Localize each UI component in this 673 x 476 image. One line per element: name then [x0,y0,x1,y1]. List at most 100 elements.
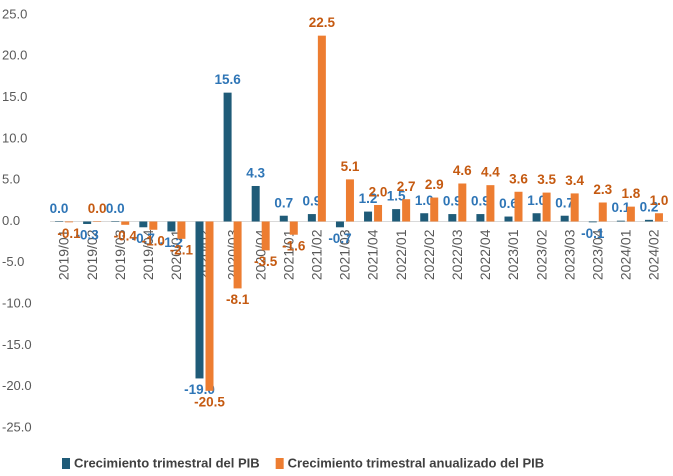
data-label: 0.9 [471,194,490,209]
y-tick-label: 25.0 [2,6,27,21]
data-label: 1.0 [415,193,434,208]
bar [374,204,383,222]
data-label: -0.1 [581,226,605,241]
x-tick-label: 2023/03 [561,229,577,280]
bar [364,211,373,222]
bar [149,221,158,230]
legend-swatch [275,458,284,469]
bar [279,215,288,222]
bar [233,221,242,289]
bar [402,199,411,222]
x-tick-label: 2019/03 [112,229,128,280]
data-label: -1.6 [282,238,306,253]
y-tick-label: -20.0 [2,378,32,393]
bar [195,221,204,379]
bar [223,92,232,222]
x-tick-label: 2024/01 [618,229,634,280]
bar [307,214,316,222]
data-label: 2.9 [425,177,444,192]
bar [514,191,523,222]
bar [588,221,597,223]
data-label: -8.1 [226,292,250,307]
bar [458,183,467,222]
data-label: 5.1 [341,159,360,174]
bar [486,185,495,222]
y-tick-label: -5.0 [2,254,24,269]
x-tick-label: 2024/02 [646,229,662,280]
data-label: 0.7 [274,195,293,210]
y-tick-label: 0.0 [2,213,20,228]
bar [598,202,607,222]
bar [392,209,401,222]
data-label: -1.0 [142,233,165,248]
x-tick-label: 2020/01 [168,229,184,280]
x-tick-label: 2019/02 [84,229,100,280]
data-label: -0.7 [328,231,351,246]
y-tick-label: 15.0 [2,89,27,104]
x-tick-label: 2021/02 [309,229,325,280]
bar [83,221,92,224]
x-tick-label: 2022/03 [449,229,465,280]
data-label: 0.1 [611,200,630,215]
data-label: 1.2 [359,191,378,206]
data-label: 0.2 [640,199,659,214]
x-tick-label: 2021/04 [365,229,381,280]
data-label: -20.5 [194,394,225,409]
bar [167,221,176,232]
bar [139,221,148,228]
data-label: 0.7 [555,195,574,210]
data-label: 0.0 [50,201,69,216]
y-tick-label: -15.0 [2,337,32,352]
data-label: -3.5 [254,254,278,269]
y-tick-label: -10.0 [2,296,32,311]
bar [476,214,485,222]
bar [317,35,326,222]
data-label: -1.2 [160,235,183,250]
data-label: -0.4 [114,228,138,243]
data-label: 2.7 [397,179,416,194]
bar [177,221,186,239]
data-label: 0.6 [499,196,518,211]
data-label: 0.0 [106,201,125,216]
y-tick-label: 20.0 [2,48,27,63]
bar [448,214,457,222]
bar [542,192,551,222]
x-tick-label: 2022/01 [393,229,409,280]
bar [121,221,130,225]
x-tick-label: 2023/02 [533,229,549,280]
data-label: 1.0 [527,193,546,208]
bar [420,213,429,222]
bar [626,206,635,222]
x-tick-label: 2019/01 [56,229,72,280]
bar [654,213,663,222]
x-tick-label: 2022/02 [421,229,437,280]
bar [644,219,653,222]
data-label: 4.3 [246,166,265,181]
x-tick-label: 2019/04 [140,229,156,280]
data-label: 15.6 [214,72,241,87]
x-tick-label: 2021/01 [280,229,296,280]
x-tick-label: 2023/04 [589,229,605,280]
data-label: 1.8 [621,186,640,201]
y-tick-label: -25.0 [2,419,32,434]
y-tick-label: 5.0 [2,172,20,187]
data-label: 22.5 [309,15,336,30]
data-label: 0.9 [302,194,321,209]
legend-label: Crecimiento trimestral del PIB [74,455,260,470]
bar [111,221,120,222]
bar [261,221,270,251]
bar [430,197,439,222]
bar [251,185,260,222]
data-label: 4.4 [481,165,500,180]
bar [55,221,64,222]
bar [345,179,354,222]
bar [93,221,102,222]
data-label: 3.6 [509,171,528,186]
data-label: 3.4 [565,173,584,188]
data-label: 1.5 [387,189,406,204]
data-label: 2.0 [369,185,388,200]
data-label: -0.1 [57,226,81,241]
data-label: -2.1 [170,242,194,257]
bar [289,221,298,235]
